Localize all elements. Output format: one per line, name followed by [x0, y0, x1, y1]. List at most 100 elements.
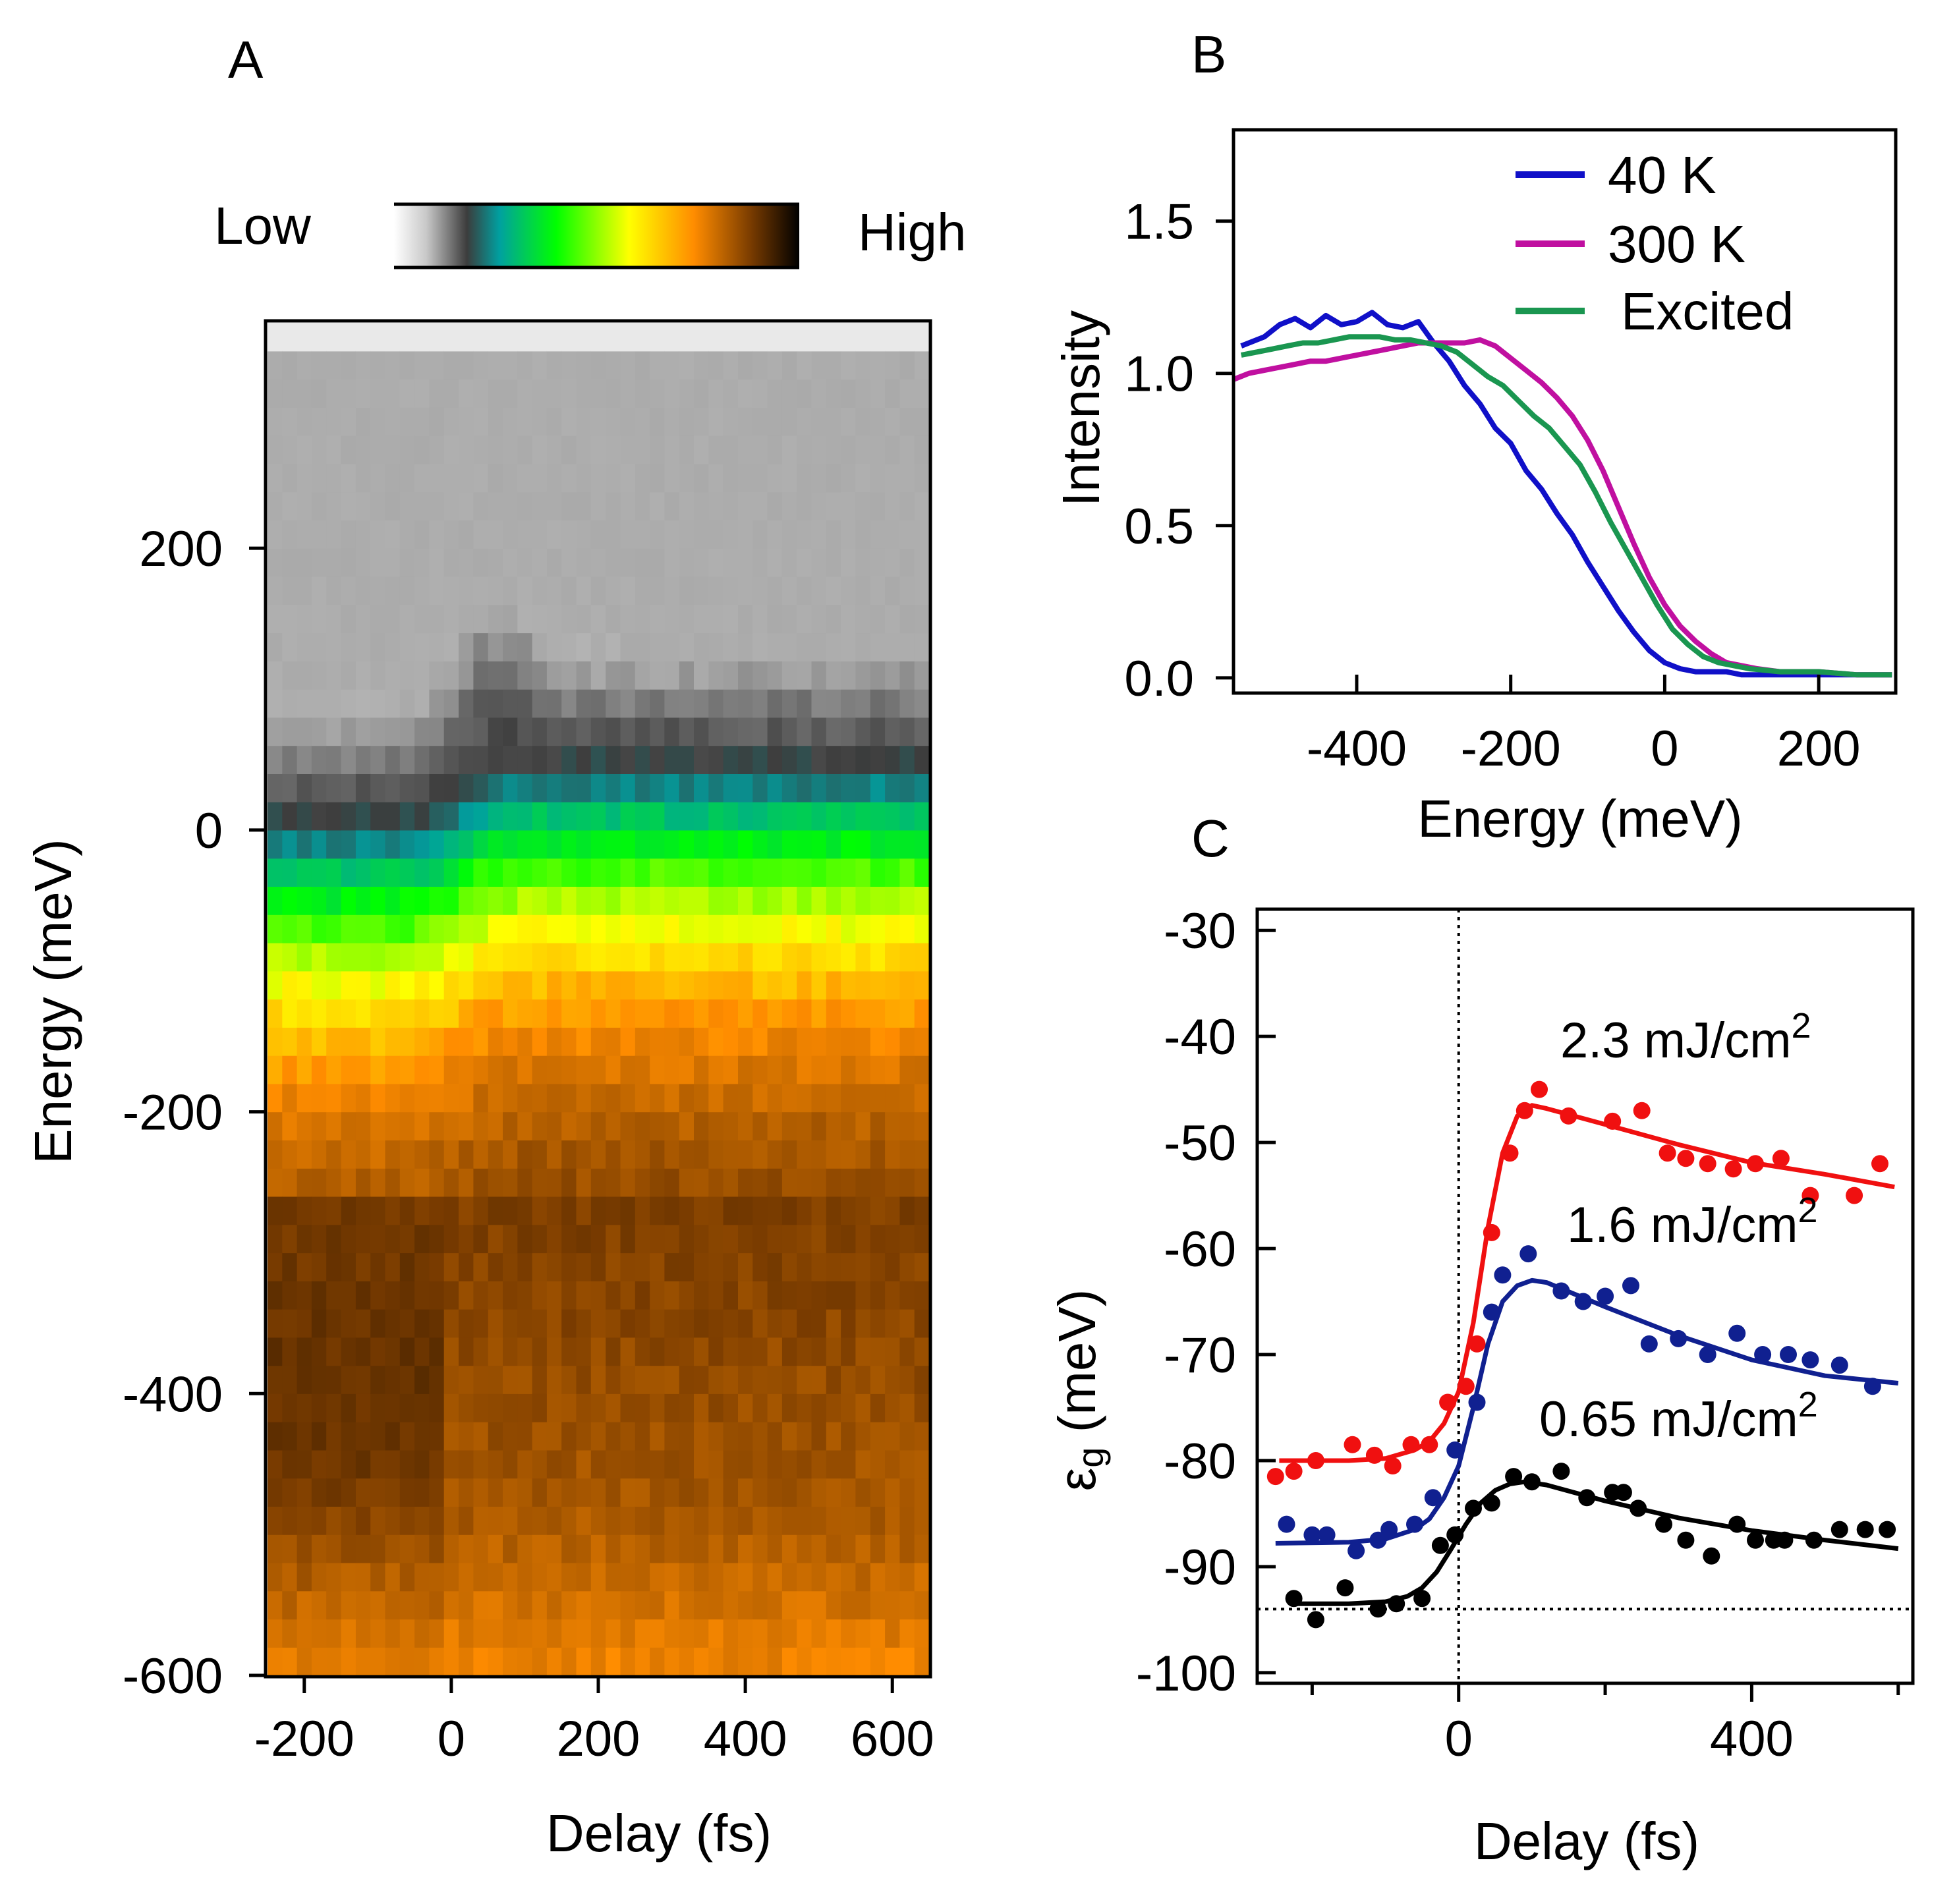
heatmap-cell — [546, 1562, 562, 1592]
heatmap-cell — [679, 1168, 695, 1197]
heatmap-cell — [797, 1309, 812, 1338]
heatmap-cell — [443, 914, 459, 943]
heatmap-cell — [341, 1281, 356, 1310]
heatmap-cell — [885, 886, 900, 915]
heatmap-cell — [517, 1365, 533, 1394]
heatmap-cell — [664, 1393, 680, 1422]
heatmap-cell — [870, 1619, 886, 1648]
heatmap-cell — [811, 1647, 827, 1676]
heatmap-cell — [590, 435, 606, 464]
heatmap-cell — [488, 1309, 503, 1338]
heatmap-cell — [561, 999, 577, 1028]
heatmap-cell — [899, 802, 915, 831]
heatmap-cell — [708, 999, 724, 1028]
heatmap-cell — [385, 1140, 401, 1169]
heatmap-cell — [443, 576, 459, 605]
heatmap-cell — [606, 1055, 621, 1084]
heatmap-cell — [679, 1393, 695, 1422]
panel-c-ylabel-unit: (meV) — [1048, 1289, 1106, 1447]
heatmap-cell — [885, 1393, 900, 1422]
heatmap-cell — [561, 689, 577, 718]
heatmap-cell — [694, 1506, 709, 1535]
heatmap-cell — [797, 914, 812, 943]
heatmap-cell — [855, 1506, 871, 1535]
heatmap-cell — [708, 323, 724, 352]
heatmap-cell — [855, 604, 871, 634]
heatmap-cell — [341, 661, 356, 690]
heatmap-cell — [473, 1027, 489, 1056]
heatmap-cell — [826, 576, 841, 605]
heatmap-cell — [297, 999, 312, 1028]
heatmap-cell — [414, 1196, 430, 1225]
heatmap-cell — [268, 1140, 283, 1169]
heatmap-cell — [723, 689, 739, 718]
heatmap-cell — [708, 1027, 724, 1056]
heatmap-cell — [268, 1083, 283, 1113]
heatmap-cell — [311, 1252, 327, 1281]
heatmap-cell — [767, 1365, 783, 1394]
heatmap-cell — [781, 1252, 797, 1281]
heatmap-cell — [635, 1027, 650, 1056]
data-point — [1446, 1526, 1464, 1544]
heatmap-cell — [694, 1562, 709, 1592]
heatmap-cell — [797, 1422, 812, 1451]
heatmap-cell — [590, 1083, 606, 1113]
heatmap-cell — [841, 379, 856, 408]
data-point — [1523, 1473, 1541, 1491]
heatmap-cell — [355, 1393, 371, 1422]
heatmap-cell — [664, 802, 680, 831]
heatmap-cell — [738, 717, 753, 746]
heatmap-cell — [870, 1647, 886, 1676]
heatmap-cell — [429, 576, 445, 605]
heatmap-cell — [694, 970, 709, 1000]
heatmap-cell — [370, 1506, 386, 1535]
heatmap-cell — [708, 829, 724, 859]
heatmap-cell — [620, 632, 636, 661]
heatmap-cell — [826, 1534, 841, 1563]
heatmap-cell — [576, 1449, 592, 1479]
heatmap-cell — [590, 1619, 606, 1648]
panel-c-series — [1266, 1080, 1899, 1629]
heatmap-cell — [517, 717, 533, 746]
heatmap-cell — [752, 379, 768, 408]
heatmap-cell — [341, 1055, 356, 1084]
heatmap-cell — [355, 463, 371, 493]
heatmap-cell — [268, 1196, 283, 1225]
heatmap-cell — [532, 1393, 548, 1422]
heatmap-cell — [268, 435, 283, 464]
heatmap-cell — [841, 548, 856, 577]
heatmap-cell — [503, 773, 518, 802]
heatmap-cell — [443, 1449, 459, 1479]
heatmap-cell — [899, 717, 915, 746]
heatmap-cell — [635, 1281, 650, 1310]
heatmap-cell — [532, 999, 548, 1028]
heatmap-cell — [826, 520, 841, 549]
heatmap-cell — [590, 1309, 606, 1338]
heatmap-cell — [635, 1168, 650, 1197]
heatmap-cell — [767, 1506, 783, 1535]
heatmap-cell — [855, 858, 871, 887]
heatmap-cell — [885, 435, 900, 464]
heatmap-cell — [797, 604, 812, 634]
data-point — [1483, 1223, 1500, 1241]
heatmap-cell — [635, 970, 650, 1000]
heatmap-cell — [855, 350, 871, 380]
heatmap-cell — [590, 1478, 606, 1507]
heatmap-cell — [488, 463, 503, 493]
heatmap-cell — [797, 1506, 812, 1535]
heatmap-cell — [311, 886, 327, 915]
heatmap-cell — [694, 1055, 709, 1084]
heatmap-cell — [767, 886, 783, 915]
heatmap-cell — [723, 1168, 739, 1197]
heatmap-cell — [650, 745, 665, 774]
heatmap-cell — [797, 1449, 812, 1479]
heatmap-cell — [811, 1168, 827, 1197]
heatmap-cell — [797, 773, 812, 802]
heatmap-cell — [326, 491, 342, 520]
heatmap-cell — [385, 1027, 401, 1056]
panel-label-a: A — [228, 30, 264, 89]
heatmap-cell — [899, 520, 915, 549]
heatmap-cell — [341, 886, 356, 915]
heatmap-cell — [855, 1281, 871, 1310]
heatmap-cell — [650, 1281, 665, 1310]
